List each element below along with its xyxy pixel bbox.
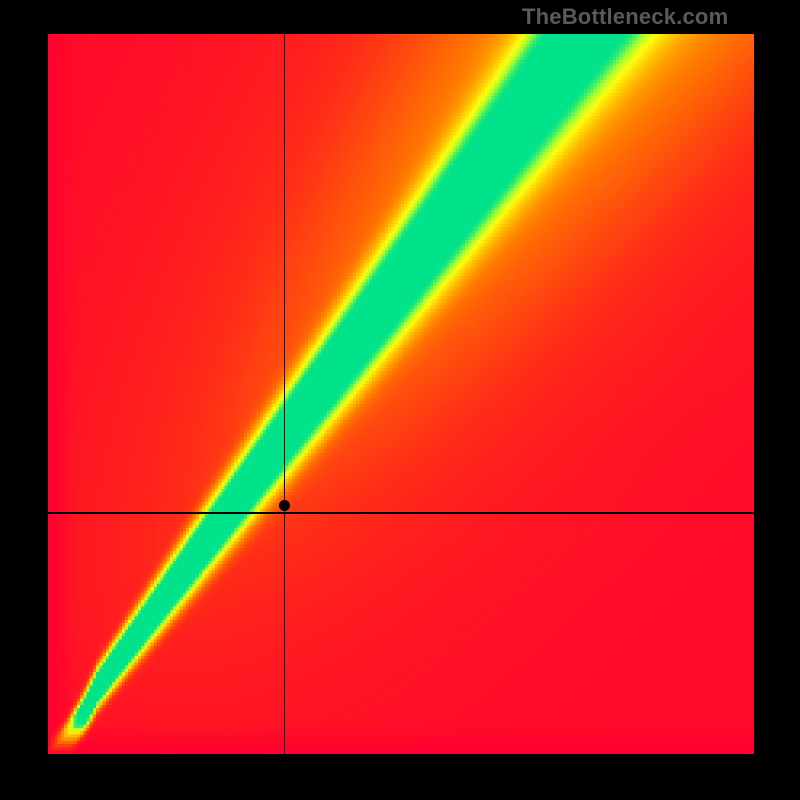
crosshair-vertical	[284, 34, 286, 754]
chart-stage: TheBottleneck.com	[0, 0, 800, 800]
attribution-text: TheBottleneck.com	[522, 4, 728, 30]
crosshair-horizontal	[48, 512, 754, 514]
plot-area	[48, 34, 754, 754]
bottleneck-heatmap	[48, 34, 754, 754]
